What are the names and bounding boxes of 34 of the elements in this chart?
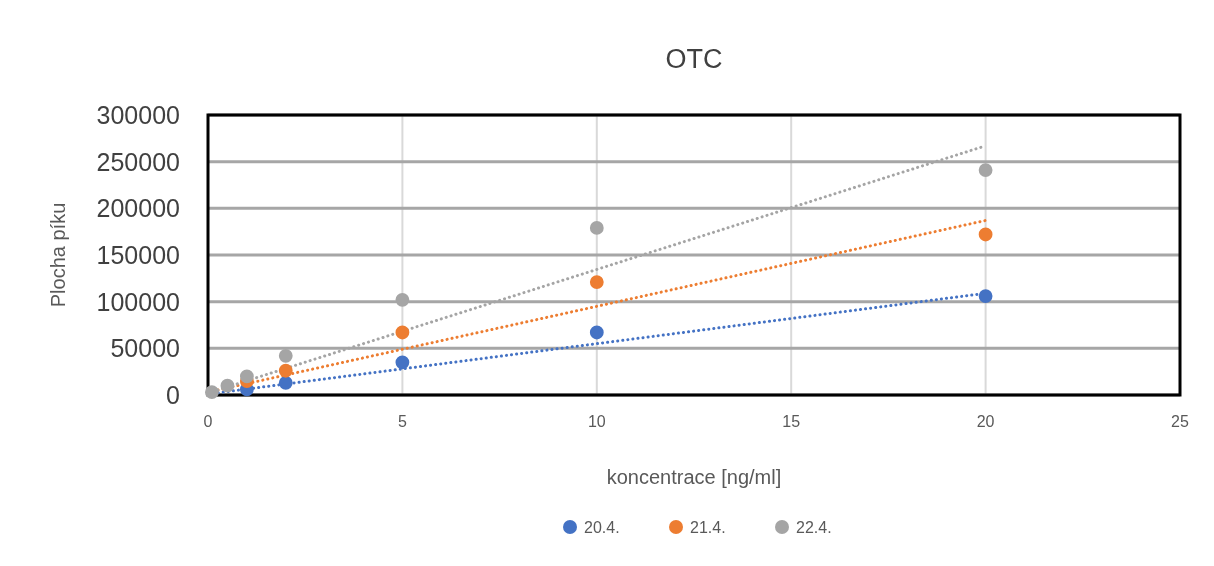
y-tick-label: 0 (166, 381, 180, 409)
point (978, 227, 993, 242)
x-tick-label: 15 (782, 413, 801, 430)
chart-title: OTC (665, 44, 723, 74)
legend-label: 22.4. (796, 519, 832, 536)
y-tick-label: 150000 (96, 241, 180, 269)
x-tick-label: 5 (397, 413, 407, 430)
legend-label: 20.4. (584, 519, 620, 536)
y-tick-label: 100000 (96, 287, 180, 316)
point (978, 163, 993, 177)
point (278, 363, 293, 378)
legend-label: 21.4. (690, 519, 726, 536)
x-tick-label: 25 (1171, 413, 1189, 430)
x-tick-label: 20 (976, 413, 995, 430)
y-tick-label: 200000 (96, 194, 180, 223)
point (395, 325, 410, 340)
point (395, 355, 410, 370)
point (589, 275, 604, 289)
point (589, 325, 604, 340)
point (239, 369, 254, 384)
point (278, 348, 293, 363)
x-axis-title: koncentrace [ng/ml] (606, 466, 782, 488)
x-tick-label: 0 (203, 413, 213, 430)
point (278, 375, 293, 390)
point (978, 289, 993, 303)
y-tick-label: 50000 (110, 334, 180, 363)
y-axis-title: Plocha píku (47, 202, 69, 308)
point (204, 385, 219, 400)
y-tick-label: 250000 (96, 147, 180, 176)
point (589, 221, 604, 235)
y-tick-label: 300000 (96, 101, 180, 129)
point (395, 292, 410, 307)
x-tick-label: 10 (587, 413, 606, 430)
point (220, 378, 235, 393)
